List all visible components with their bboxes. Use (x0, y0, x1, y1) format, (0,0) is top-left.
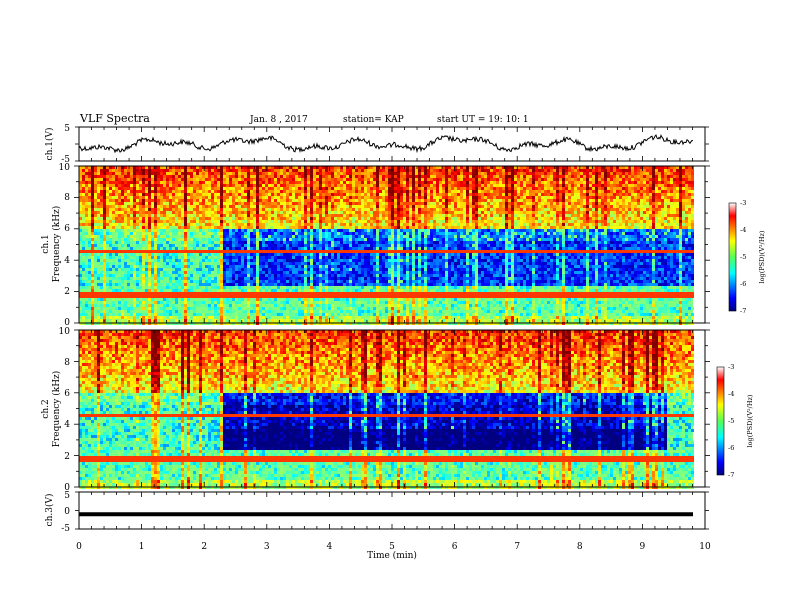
date-label: Jan. 8 , 2017 (249, 115, 308, 125)
xtick-8: 8 (577, 542, 583, 552)
ch1-spectrogram-panel: 0 2 4 6 8 10 ch.1 Frequency (kHz) -3 -4 … (41, 163, 766, 328)
ch2-spectrogram-panel: 0 2 4 6 8 10 ch.2 Frequency (kHz) -3 -4 … (41, 327, 754, 493)
ch2-cbar-tick-neg3: -3 (728, 363, 734, 371)
ch3-ytick-0: 0 (64, 507, 70, 517)
ch2-spectrogram-image (79, 330, 694, 489)
ch2-cbar-tick-neg4: -4 (728, 390, 734, 398)
ch2-cbar-tick-neg7: -7 (728, 471, 734, 479)
xtick-4: 4 (327, 542, 333, 552)
ch2-ytick-0: 0 (64, 483, 70, 493)
ch1-cbar-tick-neg5: -5 (740, 253, 746, 261)
ch1-spectrogram-ylabel: Frequency (kHz) (51, 206, 62, 283)
ch1-cbar-tick-neg7: -7 (740, 307, 746, 315)
ch1-waveform-panel: 5 -5 ch.1(V) (44, 124, 706, 165)
ch1-cbar-tick-neg4: -4 (740, 226, 746, 234)
xtick-10: 10 (699, 542, 711, 552)
ch1-ytick-0: 0 (64, 318, 70, 328)
xtick-6: 6 (452, 542, 458, 552)
ch1-cbar-tick-neg3: -3 (740, 199, 746, 207)
ch1-spectrogram-image (79, 166, 694, 325)
axis-ticks (74, 126, 710, 530)
ch1-ytick-neg5: -5 (61, 155, 70, 165)
xtick-5: 5 (389, 542, 395, 552)
ch1-colorbar (728, 202, 737, 312)
ch2-ytick-2: 2 (64, 452, 70, 462)
ch2-ytick-8: 8 (64, 358, 70, 368)
ch2-cbar-tick-neg5: -5 (728, 417, 734, 425)
ch2-cbar-tick-neg6: -6 (728, 444, 734, 452)
ch2-ytick-4: 4 (64, 420, 70, 430)
xtick-9: 9 (640, 542, 646, 552)
xtick-2: 2 (201, 542, 207, 552)
ch1-waveform-frame (78, 126, 706, 162)
x-axis: 0 1 2 3 4 5 6 7 8 9 10 Time (min) (76, 542, 711, 561)
station-label: station= KAP (343, 115, 404, 125)
ch1-waveform-ylabel: ch.1(V) (44, 128, 55, 161)
ch2-colorbar (716, 366, 725, 476)
ch1-spectrogram-channel-label: ch.1 (41, 234, 51, 253)
figure-title: VLF Spectra (79, 112, 150, 125)
x-axis-label: Time (min) (367, 550, 417, 561)
ch1-ytick-6: 6 (64, 224, 70, 234)
ch3-ytick-5: 5 (64, 491, 70, 501)
ch1-waveform-line (78, 134, 694, 154)
xtick-0: 0 (76, 542, 82, 552)
ch2-spectrogram-ylabel: Frequency (kHz) (51, 371, 62, 448)
ch1-ytick-4: 4 (64, 256, 70, 266)
ch3-waveform-ylabel: ch.3(V) (44, 494, 55, 527)
ch2-ytick-10: 10 (59, 327, 71, 337)
start-time-label: start UT = 19: 10: 1 (437, 115, 529, 125)
ch1-cbar-tick-neg6: -6 (740, 280, 746, 288)
ch3-waveform-panel: 5 0 -5 ch.3(V) (44, 491, 706, 534)
ch3-waveform-frame (78, 491, 706, 530)
ch1-ytick-10: 10 (59, 163, 71, 173)
ch2-spectrogram-channel-label: ch.2 (41, 399, 51, 418)
xtick-3: 3 (264, 542, 270, 552)
xtick-1: 1 (139, 542, 145, 552)
ch1-colorbar-label: log(PSD)(V²/Hz) (758, 230, 766, 283)
ch1-ytick-8: 8 (64, 193, 70, 203)
ch2-ytick-6: 6 (64, 389, 70, 399)
xtick-7: 7 (514, 542, 520, 552)
ch3-ytick-neg5: -5 (61, 524, 70, 534)
ch1-ytick-5: 5 (64, 124, 70, 134)
ch2-colorbar-label: log(PSD)(V²/Hz) (746, 394, 754, 447)
ch1-ytick-2: 2 (64, 287, 70, 297)
